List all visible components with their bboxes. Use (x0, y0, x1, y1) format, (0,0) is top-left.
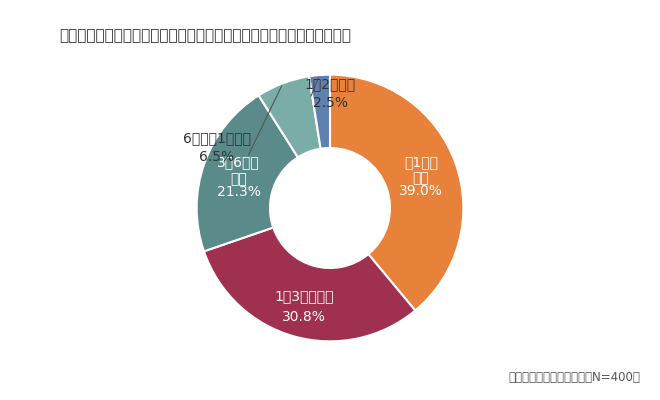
Wedge shape (330, 75, 463, 310)
Text: 1～2年未満: 1～2年未満 (304, 77, 356, 91)
Text: 6ヶ月～1年未満: 6ヶ月～1年未満 (183, 132, 251, 146)
Wedge shape (197, 95, 298, 251)
Text: 2.5%: 2.5% (312, 96, 348, 110)
Wedge shape (259, 76, 321, 157)
Text: 30.8%: 30.8% (282, 310, 326, 324)
Wedge shape (309, 75, 330, 149)
Text: ～1ヶ月
未満: ～1ヶ月 未満 (404, 155, 438, 185)
Text: 39.0%: 39.0% (399, 184, 443, 198)
Text: 1～3ヶ月未満: 1～3ヶ月未満 (274, 289, 334, 303)
Text: 6.5%: 6.5% (199, 150, 234, 164)
Wedge shape (204, 228, 415, 341)
Text: 3～6ヶ月
未満: 3～6ヶ月 未満 (217, 156, 260, 186)
Text: マンパワーグループ調べ（N=400）: マンパワーグループ調べ（N=400） (508, 371, 640, 384)
Text: 21.3%: 21.3% (217, 185, 261, 199)
Text: 転職活動を始めてから内定が出るまでの期間は、どのくらいでしたか？: 転職活動を始めてから内定が出るまでの期間は、どのくらいでしたか？ (59, 28, 351, 43)
